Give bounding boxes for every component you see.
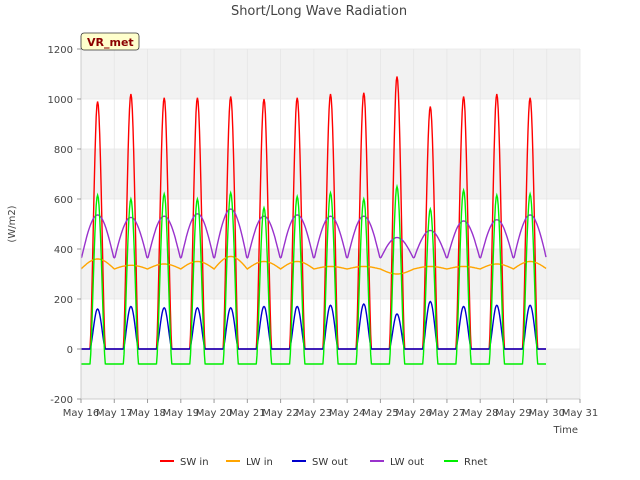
y-tick-label: 1200 xyxy=(48,45,73,56)
y-tick-label: 600 xyxy=(54,195,73,206)
series-line-lw-in xyxy=(80,255,547,275)
y-tick-label: 800 xyxy=(54,145,73,156)
legend-label-sw-in: SW in xyxy=(180,457,209,468)
legend-label-rnet: Rnet xyxy=(464,457,487,468)
y-axis-label: (W/m2) xyxy=(7,205,18,242)
y-tick-label: 1000 xyxy=(48,95,73,106)
badge-box xyxy=(80,32,140,51)
y-tick-label: 400 xyxy=(54,245,73,256)
x-axis-label: Time xyxy=(553,425,578,436)
x-tick-label: May 30 xyxy=(528,408,565,419)
series-line-lw-out xyxy=(80,208,547,259)
x-tick-label: May 23 xyxy=(296,408,333,419)
y-tick-label: 200 xyxy=(54,295,73,306)
plot-area xyxy=(81,49,580,399)
x-tick-label: May 26 xyxy=(395,408,432,419)
x-tick-label: May 25 xyxy=(362,408,399,419)
x-tick-label: May 21 xyxy=(229,408,266,419)
x-tick-label: May 29 xyxy=(495,408,532,419)
plot-band xyxy=(81,349,580,399)
plot-background xyxy=(81,49,580,399)
plot-band xyxy=(81,249,580,299)
x-tick-label: May 20 xyxy=(196,408,233,419)
x-tick-label: May 28 xyxy=(462,408,499,419)
chart-title: Short/Long Wave Radiation xyxy=(231,4,407,19)
x-tick-label: May 31 xyxy=(562,408,599,419)
legend: SW in LW in SW out LW out Rnet xyxy=(160,457,487,468)
x-tick-label: May 18 xyxy=(129,408,166,419)
badge-label: VR_met xyxy=(87,36,134,49)
plot-band xyxy=(81,49,580,99)
legend-label-lw-in: LW in xyxy=(246,457,273,468)
x-tick-label: May 27 xyxy=(429,408,466,419)
badge: VR_met xyxy=(80,32,140,51)
legend-label-lw-out: LW out xyxy=(390,457,424,468)
y-tick-label: -200 xyxy=(50,395,73,406)
y-tick-label: 0 xyxy=(67,345,73,356)
series-line-rnet xyxy=(81,183,546,365)
legend-label-sw-out: SW out xyxy=(312,457,348,468)
series-layer xyxy=(80,76,547,365)
x-tick-label: May 22 xyxy=(262,408,299,419)
x-tick-label: May 17 xyxy=(96,408,133,419)
x-tick-label: May 19 xyxy=(163,408,200,419)
x-tick-label: May 16 xyxy=(63,408,100,419)
x-tick-label: May 24 xyxy=(329,408,366,419)
